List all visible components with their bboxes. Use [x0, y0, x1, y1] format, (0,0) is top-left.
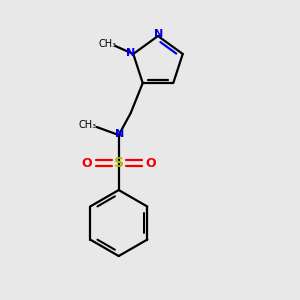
Text: S: S [114, 156, 124, 170]
Text: N: N [115, 129, 124, 139]
Text: O: O [146, 157, 156, 169]
Text: CH₃: CH₃ [79, 120, 97, 130]
Text: N: N [154, 29, 164, 39]
Text: O: O [81, 157, 92, 169]
Text: CH₃: CH₃ [98, 39, 116, 49]
Text: N: N [126, 48, 135, 58]
